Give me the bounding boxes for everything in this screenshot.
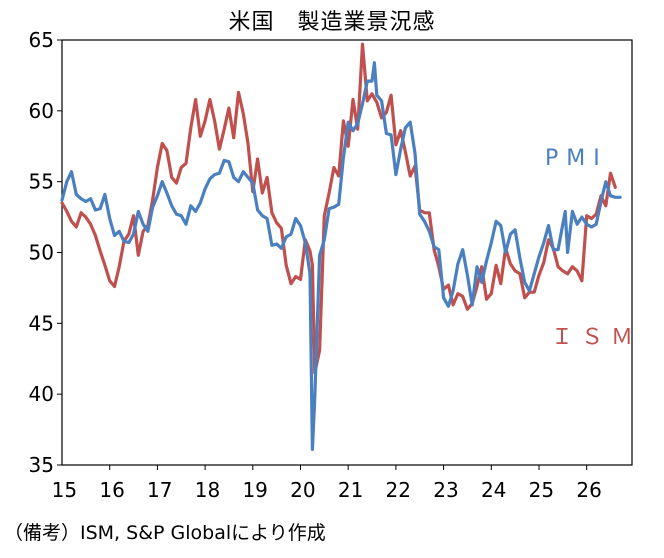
x-tick-label: 25 [529,478,554,502]
x-tick-label: 26 [576,478,601,502]
x-tick-label: 19 [242,478,267,502]
y-axis: 65 60 55 50 45 40 35 [29,28,62,477]
source-note: （備考）ISM, S&P Globalにより作成 [4,522,326,544]
y-tick-label: 45 [29,311,54,335]
series-label-ism: ＩＳＭ [551,325,641,350]
x-tick-label: 20 [290,478,315,502]
x-tick-label: 15 [52,478,77,502]
x-tick-label: 17 [147,478,172,502]
y-tick-label: 35 [29,453,54,477]
y-tick-label: 50 [29,241,54,265]
series-labels: PMI ＩＳＭ [545,146,641,350]
chart-title: 米国 製造業景況感 [228,10,436,35]
x-tick-label: 16 [99,478,124,502]
x-tick-label: 18 [195,478,220,502]
x-tick-label: 24 [481,478,506,502]
x-tick-label: 22 [386,478,411,502]
x-tick-label: 23 [433,478,458,502]
y-tick-label: 65 [29,28,54,52]
y-tick-label: 60 [29,99,54,123]
series-label-pmi: PMI [545,146,608,171]
series-line-pmi [60,61,622,451]
series-line-ism [60,42,617,375]
y-tick-label: 40 [29,382,54,406]
x-axis: 15 16 17 18 19 20 21 22 23 24 25 26 [52,465,602,502]
x-tick-label: 21 [338,478,363,502]
plot-area [61,39,633,466]
y-tick-label: 55 [29,170,54,194]
series-lines [60,42,622,451]
